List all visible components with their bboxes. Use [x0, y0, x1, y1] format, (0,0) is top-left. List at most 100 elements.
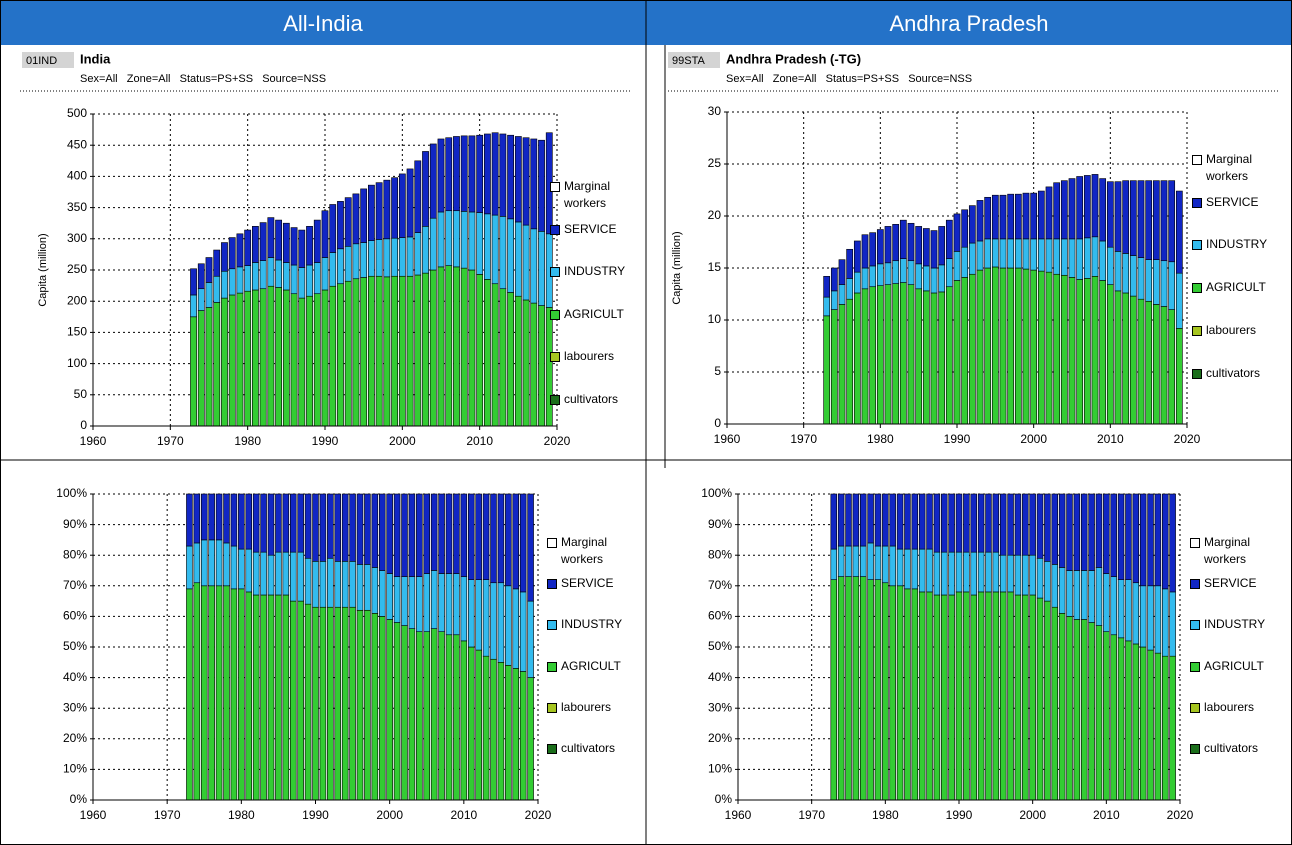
bar-segment: [918, 493, 926, 550]
bar-segment: [289, 493, 297, 553]
legend-label: Marginal workers: [561, 535, 608, 566]
bar-segment: [304, 557, 312, 605]
bar-segment: [221, 297, 228, 427]
bar-segment: [208, 539, 215, 587]
bar-segment: [941, 551, 948, 596]
legend-item: AGRICULT: [1190, 658, 1274, 675]
bar-segment: [352, 278, 360, 427]
bar-segment: [223, 493, 230, 544]
bar-segment: [889, 545, 896, 587]
bar-segment: [221, 242, 228, 272]
legend-item: SERVICE: [547, 575, 631, 592]
bar-segment: [467, 646, 475, 801]
bar-segment: [1058, 613, 1066, 801]
bar-segment: [190, 294, 197, 318]
y-tick-label: 20%: [708, 731, 732, 745]
legend-item: Marginal workers: [547, 534, 631, 568]
bar-segment: [1145, 259, 1153, 302]
legend-swatch: [550, 352, 560, 362]
bar-segment: [926, 591, 933, 801]
bar-segment: [352, 193, 360, 245]
bar-segment: [915, 263, 923, 290]
bar-segment: [867, 579, 874, 801]
bar-segment: [297, 551, 304, 602]
bar-segment: [344, 280, 352, 427]
bar-segment: [1110, 634, 1117, 801]
bar-segment: [512, 588, 520, 669]
bar-segment: [393, 622, 401, 801]
bar-segment: [1091, 236, 1099, 277]
bar-segment: [453, 136, 460, 212]
bar-segment: [282, 594, 290, 801]
bar-segment: [375, 239, 383, 277]
legend-swatch: [1192, 283, 1202, 294]
bar-segment: [298, 267, 306, 299]
bar-segment: [884, 284, 892, 425]
bar-segment: [371, 493, 379, 568]
x-tick-label: 1960: [725, 808, 752, 822]
bar-segment: [304, 493, 312, 559]
bar-segment: [245, 548, 253, 593]
bar-segment: [1114, 290, 1122, 425]
bar-segment: [838, 304, 846, 425]
bar-segment: [845, 493, 852, 547]
bar-segment: [896, 493, 904, 550]
bar-segment: [1137, 298, 1145, 425]
bar-segment: [490, 493, 497, 584]
bar-segment: [438, 573, 445, 632]
bar-segment: [460, 493, 468, 577]
bar-segment: [267, 554, 275, 596]
bar-segment: [930, 230, 938, 269]
bar-segment: [1037, 190, 1045, 240]
bar-segment: [953, 251, 961, 281]
legend-item: AGRICULT: [547, 658, 631, 675]
legend-item: AGRICULT: [550, 306, 634, 323]
bar-segment: [1154, 652, 1162, 801]
bar-segment: [499, 216, 507, 290]
bar-segment: [519, 671, 527, 801]
bar-segment: [304, 603, 312, 801]
bar-segment: [545, 307, 553, 427]
bar-segment: [208, 493, 215, 541]
bar-segment: [838, 284, 846, 305]
legend-swatch: [1192, 240, 1202, 251]
bar-segment: [1145, 300, 1153, 425]
legend-swatch: [547, 702, 557, 713]
bar-segment: [1022, 554, 1029, 596]
bar-segment: [874, 493, 882, 547]
bar-segment: [1106, 181, 1114, 248]
bar-segment: [1076, 279, 1084, 425]
bar-segment: [312, 493, 319, 562]
bar-segment: [845, 576, 852, 801]
bar-segment: [371, 567, 379, 614]
bar-segment: [423, 493, 431, 574]
bar-segment: [1152, 304, 1160, 425]
bar-segment: [823, 296, 831, 317]
bar-segment: [1132, 582, 1140, 645]
bar-segment: [1122, 253, 1130, 294]
code-box: [668, 52, 720, 68]
bar-segment: [1168, 309, 1176, 425]
legend-label: SERVICE: [564, 221, 617, 236]
bar-segment: [1091, 174, 1099, 238]
bar-segment: [933, 493, 941, 553]
bar-segment: [378, 616, 386, 801]
bar-segment: [215, 539, 223, 587]
bar-segment: [976, 269, 984, 425]
bar-segment: [499, 133, 507, 217]
bar-segment: [476, 212, 484, 275]
legend-swatch: [547, 744, 557, 754]
bar-segment: [245, 493, 253, 550]
bar-segment: [360, 242, 368, 278]
bar-segment: [1169, 655, 1176, 801]
x-tick-label: 2020: [544, 434, 571, 448]
legend-swatch: [1190, 702, 1200, 713]
bar-segment: [190, 316, 197, 427]
bar-segment: [911, 588, 919, 801]
bar-segment: [429, 217, 437, 271]
bar-segment: [968, 273, 976, 425]
bar-segment: [375, 182, 383, 240]
bar-segment: [193, 493, 201, 544]
bar-segment: [430, 493, 438, 571]
bar-segment: [853, 271, 861, 294]
